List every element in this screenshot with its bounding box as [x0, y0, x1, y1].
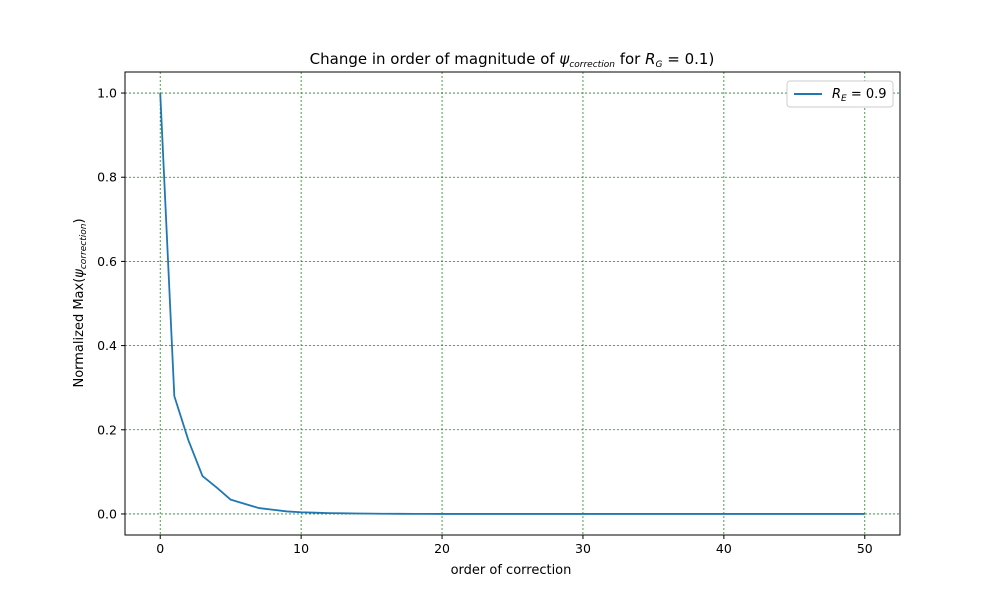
x-axis-label: order of correction — [451, 563, 572, 578]
plot-area — [125, 72, 900, 535]
series-line — [159, 93, 865, 515]
y-tick-label: 0.4 — [97, 338, 117, 353]
y-axis-label: Normalized Max(ψcorrection) — [72, 218, 89, 387]
y-tick-label: 0.6 — [97, 254, 117, 269]
y-tick-label: 1.0 — [97, 86, 117, 101]
axes-frame — [124, 71, 901, 536]
y-tick-label: 0.0 — [97, 506, 117, 521]
chart-title: Change in order of magnitude of ψcorrect… — [310, 50, 715, 70]
legend: RE = 0.9 — [786, 80, 894, 108]
legend-box — [786, 80, 894, 108]
x-tick-label: 20 — [434, 541, 450, 556]
x-tick-label: 40 — [716, 541, 732, 556]
series-layer — [159, 93, 865, 515]
x-tick-label: 0 — [156, 541, 164, 556]
y-tick-label: 0.2 — [97, 422, 117, 437]
x-tick-label: 30 — [575, 541, 591, 556]
x-tick-label: 10 — [293, 541, 309, 556]
legend-label: RE = 0.9 — [832, 87, 887, 104]
y-tick-label: 0.8 — [97, 170, 117, 185]
x-tick-label: 50 — [857, 541, 873, 556]
axis-ticks: 0 10 20 30 40 50 0.0 0.2 0.4 0.6 0.8 1.0 — [97, 86, 873, 556]
